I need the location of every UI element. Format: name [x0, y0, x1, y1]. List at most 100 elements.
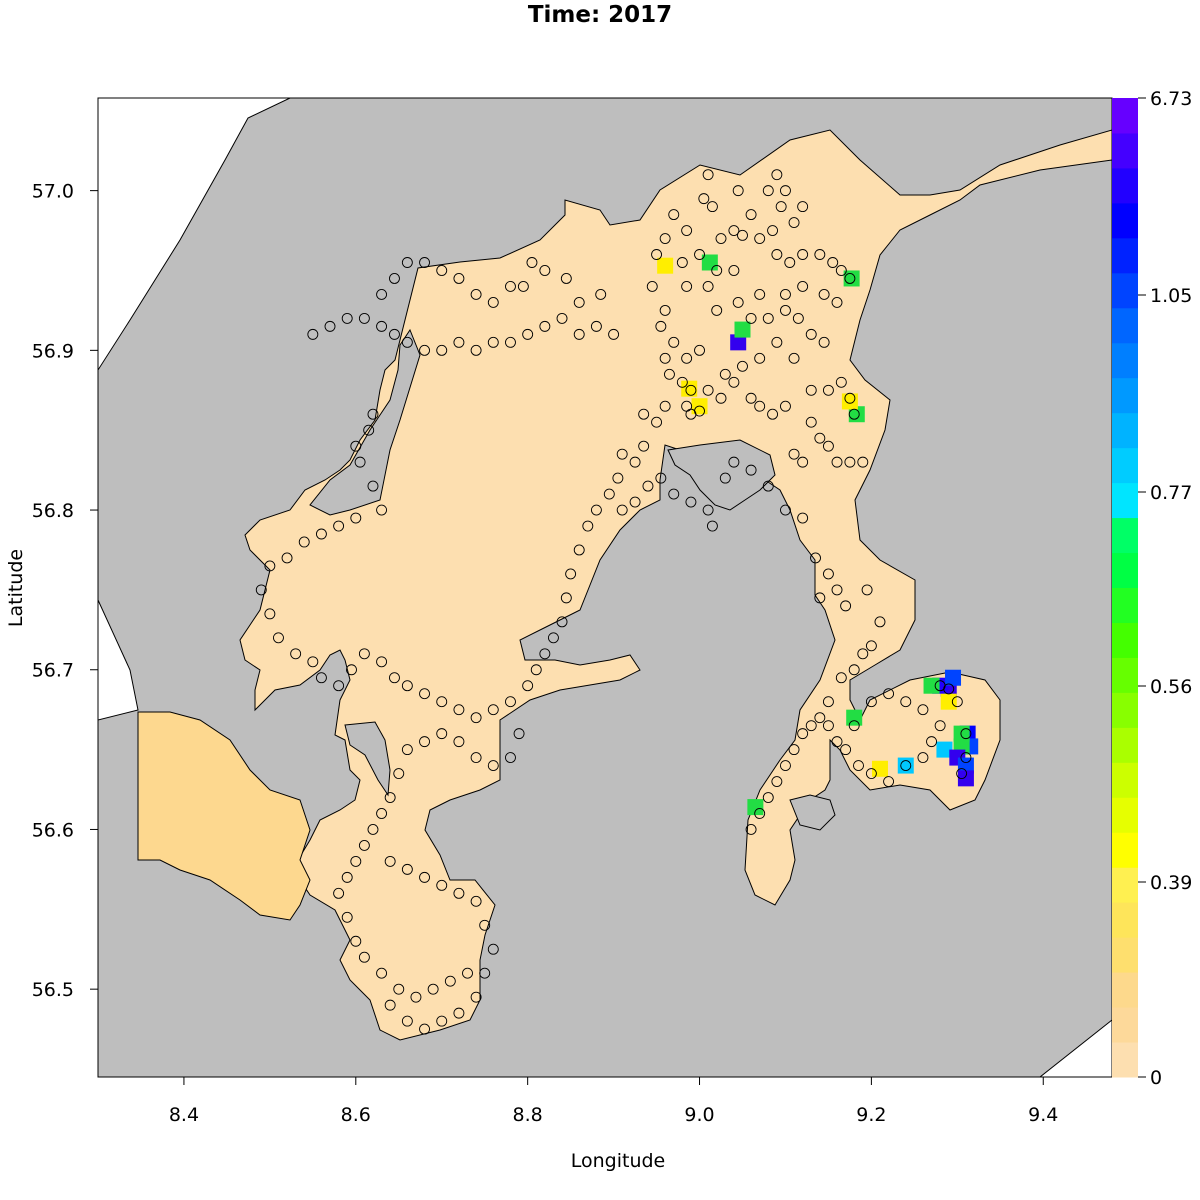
station-marker [737, 360, 748, 372]
station-marker [745, 392, 757, 404]
station-marker [393, 983, 405, 995]
station-marker [659, 400, 671, 412]
station-marker [315, 672, 327, 684]
station-marker [470, 712, 482, 724]
station-marker [608, 328, 620, 340]
station-marker [547, 632, 559, 644]
station-marker [333, 680, 345, 692]
station-marker [401, 863, 413, 875]
station-marker [350, 855, 362, 867]
colorbar-label: 0.56 [1150, 676, 1192, 698]
colorbar-segment [1112, 657, 1138, 693]
station-marker [333, 520, 345, 532]
x-tick-label: 8.6 [341, 1104, 371, 1126]
station-marker [401, 680, 413, 692]
station-marker [410, 991, 422, 1003]
station-marker [917, 704, 929, 716]
station-marker [616, 504, 628, 516]
station-marker [582, 520, 594, 532]
colorbar-segment [1112, 98, 1138, 134]
station-marker [273, 632, 284, 644]
station-marker [539, 265, 551, 276]
station-marker [780, 185, 791, 197]
station-marker [694, 249, 705, 260]
colorbar-label: 6.73 [1150, 88, 1192, 110]
station-marker [797, 249, 809, 260]
station-marker [298, 536, 310, 548]
station-marker [560, 273, 572, 284]
station-marker [883, 688, 895, 700]
station-marker [797, 201, 809, 213]
station-marker [865, 696, 877, 708]
station-marker [848, 664, 860, 676]
station-marker [470, 991, 482, 1003]
station-marker [539, 648, 551, 660]
station-marker [754, 233, 766, 244]
station-marker [814, 432, 826, 444]
station-marker [655, 472, 667, 484]
station-marker [663, 368, 675, 380]
hotspot-cell [957, 770, 974, 787]
station-marker [505, 336, 516, 348]
station-marker [784, 257, 796, 268]
station-marker [436, 696, 448, 708]
station-marker [333, 887, 345, 899]
station-marker [358, 648, 370, 660]
station-marker [526, 257, 538, 268]
station-marker [745, 209, 757, 221]
station-marker [848, 720, 860, 732]
station-marker [389, 672, 400, 684]
station-marker [694, 344, 705, 356]
station-marker [419, 257, 430, 268]
station-marker [315, 528, 327, 540]
colorbar-segment [1112, 412, 1138, 449]
station-marker [818, 288, 830, 300]
station-marker [788, 448, 800, 460]
station-marker [715, 392, 727, 404]
station-marker [797, 456, 809, 468]
station-marker [767, 225, 779, 237]
station-marker [865, 768, 877, 780]
station-marker [393, 768, 405, 780]
station-marker [754, 352, 766, 364]
station-marker [681, 225, 693, 237]
station-marker [367, 408, 379, 420]
station-marker [453, 336, 465, 348]
station-marker [840, 600, 852, 612]
station-marker [436, 728, 448, 740]
station-marker [822, 384, 834, 396]
station-marker [341, 312, 353, 324]
station-marker [805, 720, 817, 732]
colorbar-segment [1112, 482, 1138, 519]
station-marker [264, 608, 276, 620]
colorbar-segment [1112, 1007, 1138, 1043]
station-marker [419, 871, 430, 883]
station-marker [775, 201, 787, 213]
hotspot-cell [945, 669, 962, 686]
station-marker [638, 440, 650, 452]
station-marker [651, 416, 663, 428]
station-marker [874, 616, 886, 628]
station-marker [780, 304, 791, 316]
station-marker [706, 201, 718, 213]
station-marker [419, 688, 430, 700]
colorbar-label: 0.39 [1150, 872, 1192, 894]
station-marker [479, 919, 491, 931]
station-marker [573, 544, 585, 556]
station-marker [350, 440, 362, 452]
station-marker [668, 488, 680, 500]
station-marker [629, 456, 641, 468]
station-marker [762, 792, 774, 803]
station-marker [792, 312, 804, 324]
station-marker [436, 1015, 448, 1027]
station-marker [822, 696, 834, 708]
station-marker [453, 1007, 465, 1019]
x-axis: 8.4 8.6 8.8 9.0 9.2 9.4 [169, 1077, 1058, 1126]
station-marker [762, 312, 774, 324]
colorbar: 6.73 1.05 0.77 0.56 0.39 0 [1112, 88, 1192, 1089]
station-marker [745, 312, 757, 324]
hotspot-cell [681, 380, 698, 397]
station-marker [805, 384, 817, 396]
open-sea-west [98, 98, 291, 371]
